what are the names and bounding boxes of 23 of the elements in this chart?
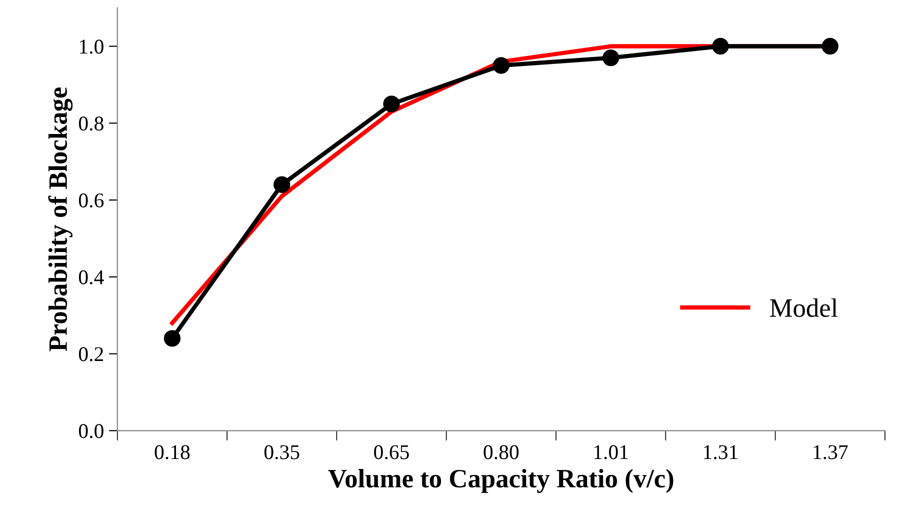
x-tick-label: 0.35 xyxy=(264,445,300,460)
y-tick-label: 0.8 xyxy=(78,116,104,131)
y-tick-label: 0.0 xyxy=(78,424,104,438)
y-axis-title: Probability of Blockage xyxy=(48,87,73,352)
x-tick-label: 0.18 xyxy=(154,445,190,460)
point xyxy=(822,38,838,55)
point xyxy=(492,57,510,74)
y-tick-label: 0.4 xyxy=(78,270,104,284)
y-tick-label: 0.6 xyxy=(78,193,104,208)
x-tick-label: 0.80 xyxy=(484,445,519,460)
x-tick-label: 1.01 xyxy=(594,445,628,460)
point xyxy=(602,49,620,66)
legend-label: Model xyxy=(770,298,838,317)
point xyxy=(274,176,290,193)
y-tick-label: 0.2 xyxy=(78,347,104,362)
x-tick-label: 1.37 xyxy=(814,445,848,460)
x-tick-label: 0.65 xyxy=(374,445,409,460)
point xyxy=(712,38,729,55)
point xyxy=(383,96,400,112)
x-axis-title: Volume to Capacity Ratio (v/c) xyxy=(328,468,674,493)
point xyxy=(164,330,181,347)
y-tick-label: 1.0 xyxy=(80,40,104,54)
x-tick-label: 1.31 xyxy=(704,445,738,460)
